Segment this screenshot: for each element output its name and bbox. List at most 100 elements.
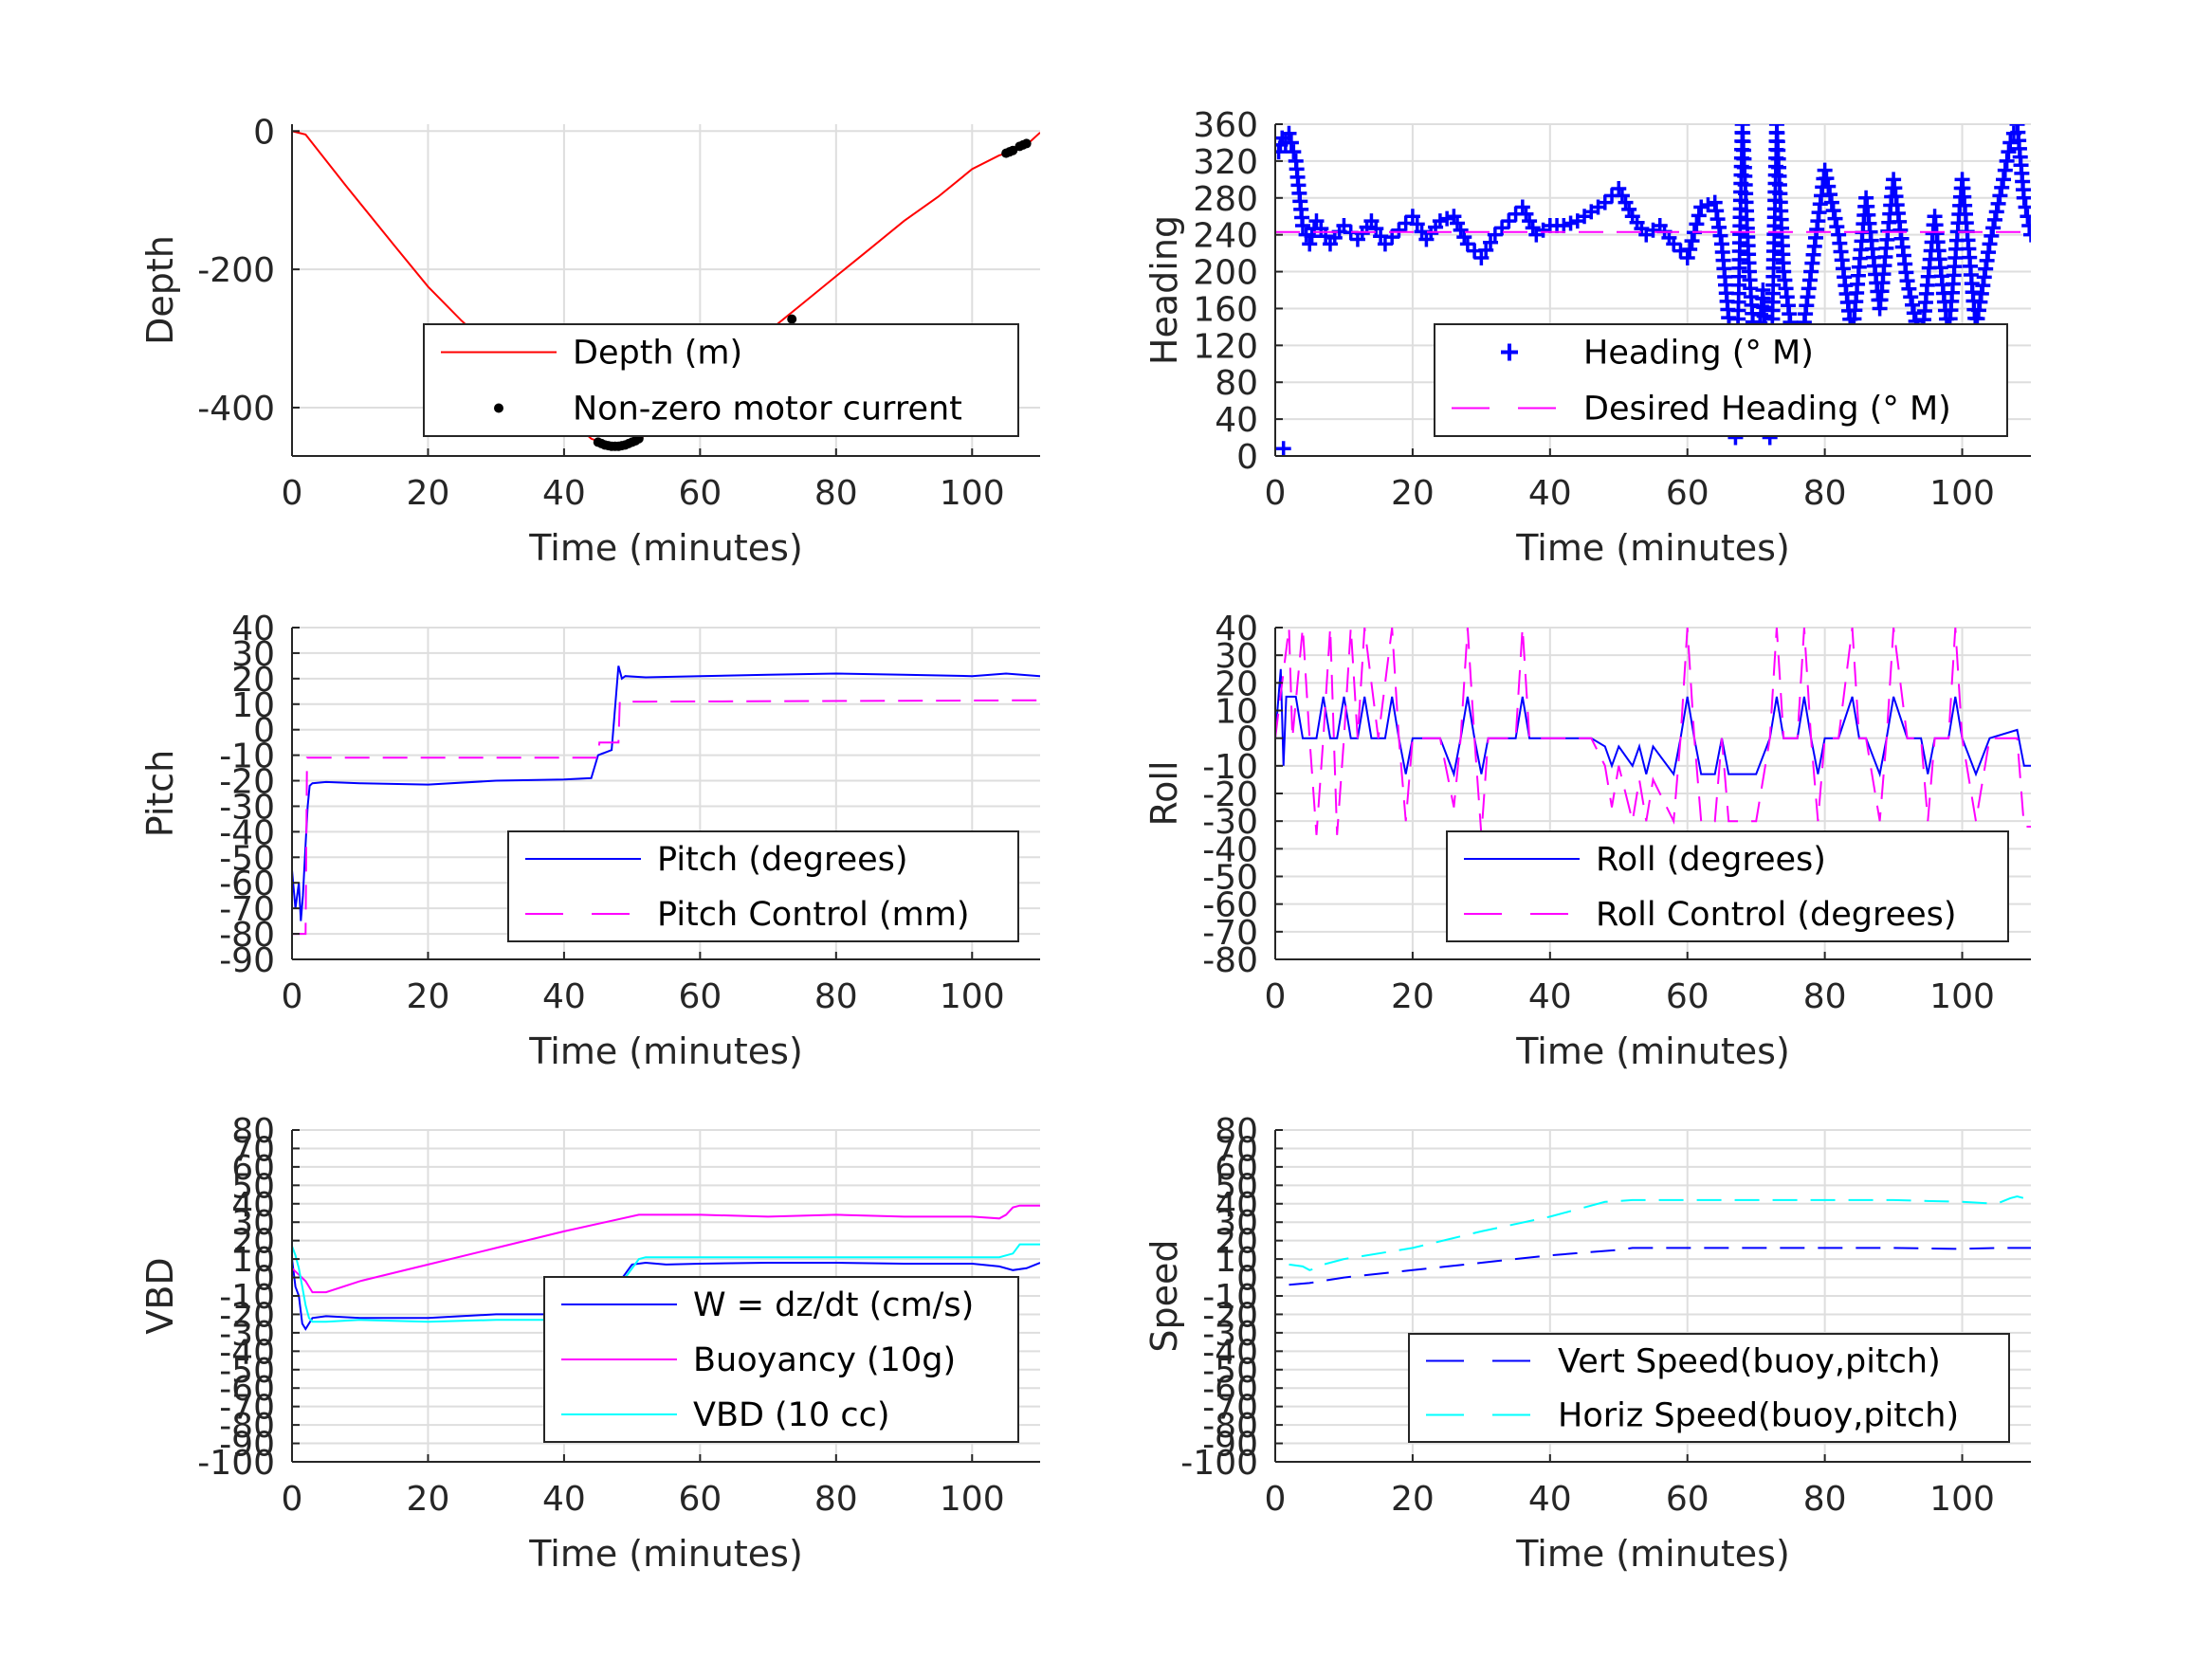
- y-tick-label: -20: [1202, 775, 1258, 814]
- x-tick-label: 100: [940, 977, 1005, 1016]
- data-point: [1487, 227, 1503, 243]
- x-tick-label: 40: [542, 474, 586, 513]
- y-tick-label: -90: [219, 1426, 275, 1465]
- data-point: [1986, 211, 2002, 228]
- data-point: [2002, 135, 2019, 151]
- series-line-1: [292, 699, 1040, 936]
- x-tick-label: 0: [1265, 474, 1287, 513]
- data-point: [2021, 217, 2031, 233]
- x-axis-label: Time (minutes): [528, 1533, 803, 1575]
- x-tick-label: 20: [1391, 1480, 1435, 1519]
- data-point: [2016, 190, 2031, 206]
- y-tick-label: 10: [231, 686, 275, 725]
- y-tick-label: -20: [219, 1296, 275, 1335]
- data-point: [1563, 215, 1579, 231]
- x-tick-label: 0: [282, 977, 303, 1016]
- data-point: [1556, 217, 1572, 233]
- y-tick-label: 30: [231, 1204, 275, 1243]
- legend: W = dz/dt (cm/s) Buoyancy (10g) VBD (10 cc…: [543, 1276, 1019, 1443]
- legend-box: [1408, 1333, 2010, 1443]
- data-point: [1294, 217, 1310, 233]
- legend-label: Roll Control (degrees): [1596, 896, 1957, 934]
- legend-label: Heading (° M): [1583, 335, 1814, 373]
- y-tick-label: 20: [1215, 665, 1258, 703]
- data-point: [1336, 217, 1352, 233]
- y-tick-label: -50: [1202, 1352, 1258, 1391]
- y-tick-label: 30: [1215, 1204, 1258, 1243]
- data-point: [2020, 209, 2031, 225]
- data-point: [1313, 221, 1329, 237]
- data-point: [1409, 216, 1425, 232]
- x-tick-label: 80: [814, 474, 858, 513]
- legend-label: Pitch Control (mm): [657, 896, 969, 934]
- y-tick-label: 20: [1215, 1223, 1258, 1262]
- data-point: [1822, 187, 1838, 203]
- data-point: [1997, 162, 2013, 178]
- x-axis-label: Time (minutes): [528, 527, 803, 569]
- data-point: [1992, 188, 2008, 204]
- data-point: [1827, 210, 1843, 227]
- data-point: [1985, 220, 2002, 236]
- data-point: [1391, 222, 1407, 238]
- x-tick-label: 100: [940, 1480, 1005, 1519]
- panel-heading: 0 20 40 60 80 10004080120160200240280320360Ti…: [1143, 106, 2031, 569]
- series-line-1: [1275, 628, 2031, 835]
- y-tick-label: 40: [231, 610, 275, 648]
- data-point: [1501, 213, 1517, 229]
- y-tick-label: 10: [1215, 693, 1258, 732]
- data-point: [1377, 236, 1393, 252]
- x-tick-label: 0: [1265, 977, 1287, 1016]
- y-tick-label: 20: [231, 661, 275, 700]
- series-group: [1275, 628, 2031, 835]
- y-tick-label: 70: [1215, 1130, 1258, 1169]
- panel-pitch: 0 20 40 60 80 100-90-80-70-60-50-40-30-20-100…: [139, 610, 1040, 1072]
- legend-box: [1446, 830, 2009, 942]
- y-axis-label: Pitch: [139, 750, 181, 838]
- y-tick-label: -60: [1202, 1370, 1258, 1409]
- y-tick-label: -30: [1202, 1315, 1258, 1354]
- x-tick-label: 40: [1528, 977, 1572, 1016]
- data-point: [1820, 178, 1837, 194]
- x-tick-label: 80: [1803, 1480, 1847, 1519]
- y-tick-label: -60: [1202, 886, 1258, 925]
- x-tick-label: 0: [282, 1480, 303, 1519]
- data-point: [1684, 233, 1700, 249]
- data-point: [1999, 153, 2015, 169]
- y-tick-label: -80: [1202, 1407, 1258, 1446]
- data-point: [1899, 273, 1915, 289]
- y-tick-label: -50: [219, 839, 275, 878]
- legend-label: Desired Heading (° M): [1583, 391, 1951, 428]
- y-tick-label: -70: [1202, 1389, 1258, 1428]
- y-tick-label: -200: [197, 251, 275, 290]
- panel-roll: 0 20 40 60 80 100-80-70-60-50-40-30-20-100102…: [1143, 610, 2031, 1072]
- legend-label: Vert Speed(buoy,pitch): [1558, 1343, 1941, 1381]
- data-point: [1679, 249, 1695, 265]
- data-point: [1483, 234, 1499, 250]
- x-axis-label: Time (minutes): [1515, 527, 1790, 569]
- data-point: [1494, 220, 1510, 236]
- y-axis-label: Roll: [1143, 760, 1185, 826]
- x-tick-label: 60: [1666, 977, 1709, 1016]
- x-tick-label: 100: [1929, 977, 1995, 1016]
- data-point: [1275, 144, 1287, 160]
- data-point: [1286, 144, 1302, 160]
- legend-label: W = dz/dt (cm/s): [693, 1286, 974, 1324]
- y-tick-label: -40: [219, 813, 275, 852]
- x-tick-label: 100: [940, 474, 1005, 513]
- data-point: [1990, 195, 2006, 211]
- data-point: [2001, 144, 2017, 160]
- x-tick-label: 40: [542, 1480, 586, 1519]
- data-point: [1275, 441, 1291, 456]
- y-tick-label: -10: [219, 738, 275, 776]
- y-tick-label: 40: [231, 1186, 275, 1225]
- x-tick-label: 40: [1528, 474, 1572, 513]
- series-group: [1275, 124, 2031, 456]
- data-point: [1825, 203, 1841, 219]
- legend-swatch: [494, 403, 503, 413]
- x-tick-label: 60: [1666, 474, 1709, 513]
- y-tick-label: 80: [231, 1112, 275, 1151]
- legend-box: [507, 830, 1019, 942]
- legend-box: [423, 323, 1019, 437]
- legend-label: Pitch (degrees): [657, 841, 908, 879]
- data-point: [1404, 209, 1420, 225]
